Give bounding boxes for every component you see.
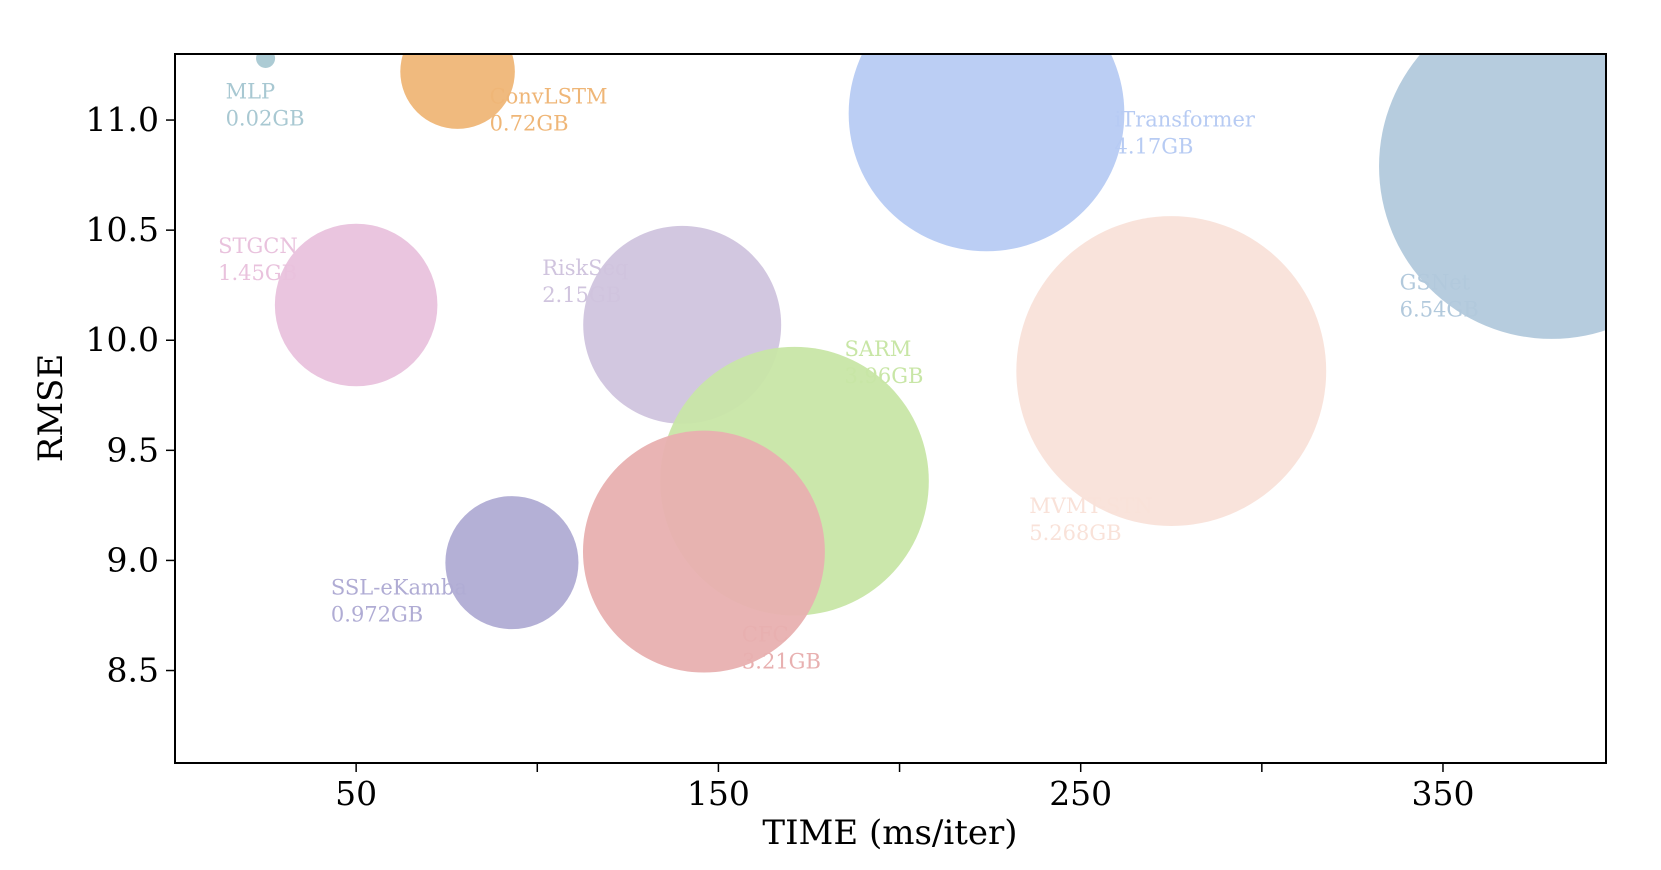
bubble-ssl-ekamba — [445, 496, 579, 630]
y-axis: 8.5 9.0 9.5 10.0 10.5 11.0 — [86, 100, 175, 690]
bubble-memory-stgcn: 1.45GB — [218, 261, 297, 285]
bubble-name-gsnet: GSNet — [1400, 270, 1471, 294]
bubble-name-mvmt-stn: MVMT-STN — [1029, 494, 1152, 518]
bubble-name-cfc: CFC — [742, 623, 789, 647]
y-axis-title: RMSE — [31, 354, 71, 463]
bubble-mlp — [256, 54, 276, 68]
bubble-memory-convlstm: 0.72GB — [490, 112, 569, 136]
bubble-memory-ssl-ekamba: 0.972GB — [331, 603, 423, 627]
bubble-memory-mvmt-stn: 5.268GB — [1029, 521, 1121, 545]
bubble-memory-gsnet: 6.54GB — [1400, 297, 1479, 321]
bubble-name-ssl-ekamba: SSL-eKamba — [331, 576, 467, 600]
x-axis-title: TIME (ms/iter) — [762, 813, 1017, 853]
y-tick-label: 11.0 — [86, 100, 159, 139]
bubble-memory-riskseq: 2.15GB — [542, 283, 621, 307]
bubble-name-mlp: MLP — [226, 79, 276, 103]
bubble-name-itransformer: iTransformer — [1115, 107, 1256, 131]
y-tick-label: 8.5 — [107, 651, 159, 690]
y-tick-label: 10.5 — [86, 210, 159, 249]
bubble-name-convlstm: ConvLSTM — [490, 85, 608, 109]
x-tick-label: 250 — [1049, 774, 1112, 813]
y-tick-label: 9.5 — [107, 430, 159, 469]
bubble-mvmt-stn — [1016, 216, 1327, 526]
bubble-name-stgcn: STGCN — [218, 234, 298, 258]
x-tick-label: 350 — [1411, 774, 1474, 813]
bubble-name-riskseq: RiskSeq — [542, 256, 628, 280]
bubble-memory-sarm: 3.96GB — [844, 364, 923, 388]
bubble-convlstm — [400, 54, 515, 129]
x-tick-label: 150 — [687, 774, 750, 813]
bubble-layer — [256, 54, 1606, 673]
x-axis: 50 150 250 350 — [335, 763, 1474, 813]
plot-frame — [174, 53, 1607, 764]
bubble-memory-itransformer: 4.17GB — [1115, 134, 1194, 158]
bubble-stgcn — [274, 223, 438, 387]
y-tick-label: 10.0 — [86, 320, 159, 359]
bubble-memory-mlp: 0.02GB — [226, 106, 305, 130]
bubble-cfc — [582, 430, 825, 673]
bubble-gsnet — [1379, 54, 1606, 339]
y-tick-label: 9.0 — [107, 540, 159, 579]
bubble-itransformer — [848, 54, 1125, 252]
bubble-memory-cfc: 3.21GB — [742, 650, 821, 674]
bubble-name-sarm: SARM — [844, 337, 911, 361]
bubble-label-layer: MLP 0.02GB ConvLSTM 0.72GB iTransformer 4.17G… — [218, 79, 1478, 673]
x-tick-label: 50 — [335, 774, 377, 813]
